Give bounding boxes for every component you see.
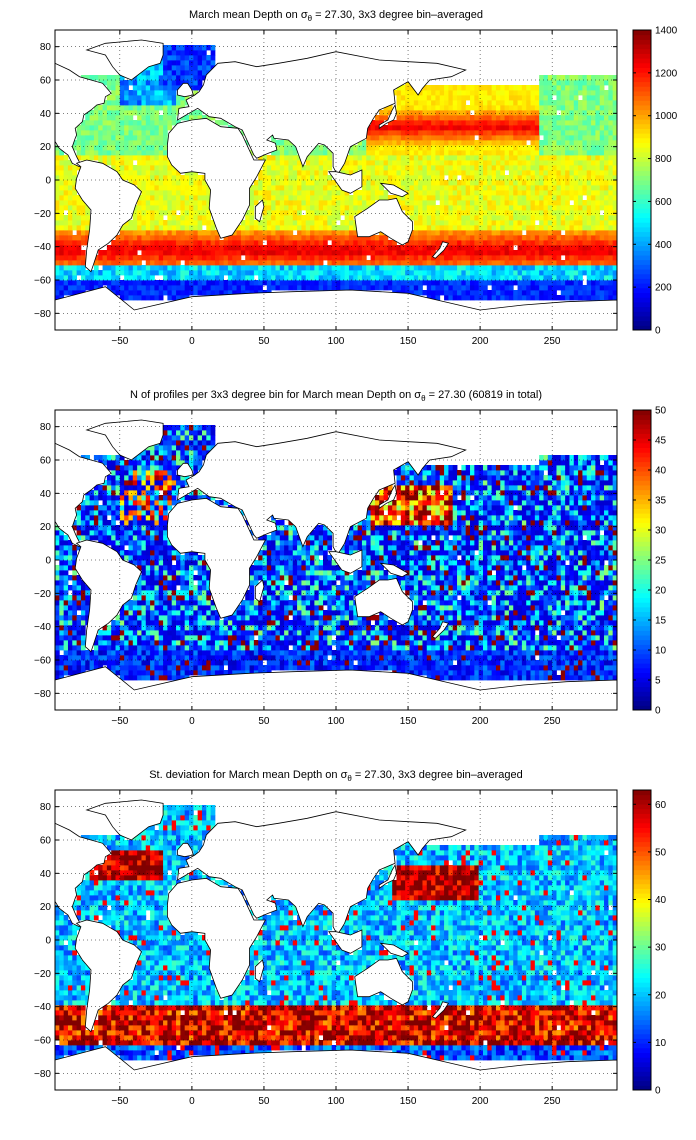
y-tick-label: −80 — [34, 689, 51, 700]
y-tick-label: 40 — [40, 489, 52, 500]
x-tick-label: 150 — [400, 716, 417, 727]
x-tick-label: 100 — [328, 336, 345, 347]
colorbar-tick-label: 0 — [655, 706, 661, 717]
y-tick-label: 40 — [40, 869, 52, 880]
y-tick-label: 20 — [40, 902, 52, 913]
coastlines — [55, 39, 617, 330]
colorbar-tick-label: 45 — [655, 436, 667, 447]
x-tick-label: 100 — [328, 1096, 345, 1107]
colorbar-tick-label: 1400 — [655, 26, 678, 37]
y-tick-label: −60 — [34, 656, 51, 667]
colorbar: 0 10 20 30 40 50 60 — [632, 789, 667, 1097]
colorbar-tick-label: 0 — [655, 326, 661, 337]
y-tick-label: 0 — [45, 936, 51, 947]
panel-3: St. deviation for March mean Depth on σθ… — [34, 769, 667, 1107]
y-tick-label: −40 — [34, 1002, 51, 1013]
y-tick-label: 80 — [40, 42, 52, 53]
colorbar-tick-label: 20 — [655, 586, 667, 597]
y-tick-label: 0 — [45, 556, 51, 567]
y-tick-label: −60 — [34, 1036, 51, 1047]
x-tick-label: 150 — [400, 1096, 417, 1107]
coastlines — [55, 419, 617, 710]
colorbar-tick-label: 50 — [655, 847, 667, 858]
colorbar-tick-label: 40 — [655, 466, 667, 477]
y-tick-label: 60 — [40, 456, 52, 467]
colorbar-tick-label: 50 — [655, 406, 667, 417]
x-tick-label: −50 — [111, 336, 128, 347]
x-tick-label: 250 — [544, 716, 561, 727]
y-tick-label: −40 — [34, 622, 51, 633]
coastlines — [55, 799, 617, 1090]
colorbar-tick-label: 60 — [655, 800, 667, 811]
colorbar-tick-label: 400 — [655, 240, 672, 251]
x-tick-label: 50 — [258, 336, 270, 347]
colorbar: 0 200 400 600 800 1000 1200 1400 — [632, 26, 678, 337]
x-tick-label: 250 — [544, 1096, 561, 1107]
y-tick-label: −60 — [34, 276, 51, 287]
x-tick-label: −50 — [111, 716, 128, 727]
y-tick-label: 60 — [40, 836, 52, 847]
heatmap-cells — [55, 410, 617, 710]
grid-lines — [55, 30, 617, 330]
x-tick-label: 0 — [189, 336, 195, 347]
colorbar: 0 5 10 15 20 25 30 35 40 45 50 — [632, 406, 667, 717]
panel-2: N of profiles per 3x3 degree bin for Mar… — [34, 389, 667, 727]
x-tick-label: 200 — [472, 716, 489, 727]
x-tick-label: 0 — [189, 716, 195, 727]
colorbar-tick-label: 40 — [655, 895, 667, 906]
colorbar-tick-label: 35 — [655, 496, 667, 507]
colorbar-tick-label: 1000 — [655, 111, 678, 122]
x-tick-label: 200 — [472, 336, 489, 347]
y-tick-label: 80 — [40, 802, 52, 813]
colorbar-tick-label: 30 — [655, 526, 667, 537]
colorbar-tick-label: 600 — [655, 197, 672, 208]
panel-title: St. deviation for March mean Depth on σθ… — [149, 769, 523, 783]
y-tick-label: −80 — [34, 309, 51, 320]
heatmap-cells — [55, 790, 617, 1090]
x-tick-label: 50 — [258, 1096, 270, 1107]
y-tick-label: −80 — [34, 1069, 51, 1080]
colorbar-tick-label: 0 — [655, 1086, 661, 1097]
y-tick-label: −20 — [34, 209, 51, 220]
panel-1: March mean Depth on σθ = 27.30, 3x3 degr… — [34, 9, 678, 347]
x-tick-label: 200 — [472, 1096, 489, 1107]
colorbar-tick-label: 10 — [655, 646, 667, 657]
y-tick-label: −20 — [34, 969, 51, 980]
x-tick-label: 250 — [544, 336, 561, 347]
x-tick-label: 100 — [328, 716, 345, 727]
colorbar-tick-label: 5 — [655, 676, 661, 687]
colorbar-tick-label: 15 — [655, 616, 667, 627]
y-tick-label: 0 — [45, 176, 51, 187]
x-tick-label: 150 — [400, 336, 417, 347]
colorbar-tick-label: 200 — [655, 283, 672, 294]
y-tick-label: 20 — [40, 142, 52, 153]
x-tick-label: 50 — [258, 716, 270, 727]
y-tick-label: 40 — [40, 109, 52, 120]
panel-title: N of profiles per 3x3 degree bin for Mar… — [130, 389, 542, 403]
colorbar-tick-label: 1200 — [655, 68, 678, 79]
colorbar-tick-label: 25 — [655, 556, 667, 567]
colorbar-tick-label: 10 — [655, 1038, 667, 1049]
y-tick-label: 80 — [40, 422, 52, 433]
y-tick-label: 20 — [40, 522, 52, 533]
y-tick-label: −40 — [34, 242, 51, 253]
heatmap-cells — [55, 30, 617, 330]
x-tick-label: 0 — [189, 1096, 195, 1107]
colorbar-tick-label: 800 — [655, 154, 672, 165]
panel-title: March mean Depth on σθ = 27.30, 3x3 degr… — [189, 9, 483, 23]
y-tick-label: 60 — [40, 76, 52, 87]
grid-lines — [55, 410, 617, 710]
colorbar-tick-label: 20 — [655, 990, 667, 1001]
x-tick-label: −50 — [111, 1096, 128, 1107]
colorbar-tick-label: 30 — [655, 943, 667, 954]
grid-lines — [55, 790, 617, 1090]
y-tick-label: −20 — [34, 589, 51, 600]
